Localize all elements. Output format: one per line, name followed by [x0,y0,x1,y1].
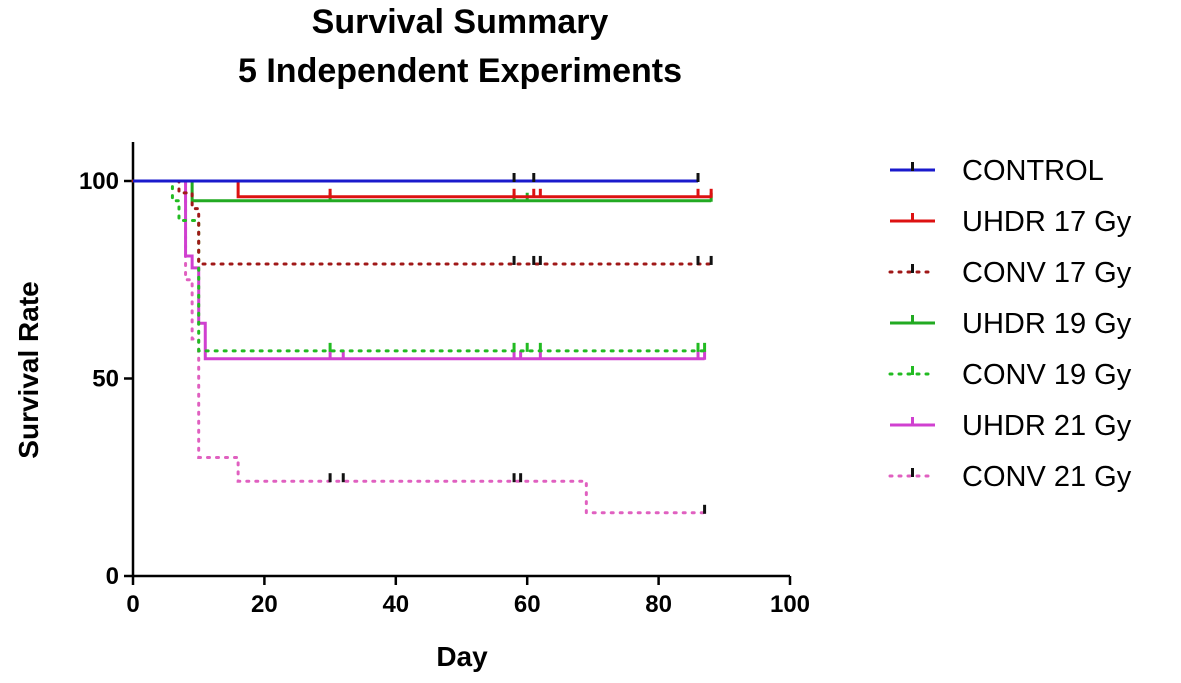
legend-entry: CONV 17 Gy [888,257,1132,289]
x-tick-label: 100 [770,591,810,618]
series-line-conv-21-gy [131,179,707,515]
x-tick-label: 80 [645,591,672,618]
series-conv-19-gy [131,179,707,353]
x-tick-label: 20 [251,591,278,618]
x-tick-label: 40 [382,591,409,618]
series-line-uhdr-17-gy [133,179,712,199]
legend-label: CONV 17 Gy [962,257,1132,289]
legend-entry: CONV 19 Gy [888,359,1132,391]
series-conv-17-gy [131,179,713,266]
series-group [131,173,713,515]
legend-label: UHDR 21 Gy [962,410,1132,442]
axes: 0 20 40 60 80 100 0 50 100 [79,142,810,618]
legend-label: CONV 19 Gy [962,359,1132,391]
legend-entry: UHDR 21 Gy [890,410,1132,442]
legend-entry: CONTROL [890,155,1104,187]
legend-label: CONV 21 Gy [962,461,1132,493]
x-tick-label: 0 [126,591,139,618]
series-conv-21-gy [131,179,707,515]
legend-label: UHDR 17 Gy [962,206,1132,238]
series-line-conv-17-gy [131,179,713,266]
legend-entry: UHDR 19 Gy [890,308,1132,340]
y-axis-label: Survival Rate [13,281,44,458]
legend-entry: CONV 21 Gy [888,461,1132,493]
series-line-conv-19-gy [131,179,707,353]
legend-label: CONTROL [962,155,1104,187]
y-tick-label: 0 [106,563,119,590]
y-tick-label: 100 [79,168,119,195]
x-tick-label: 60 [514,591,541,618]
chart-title: Survival Summary [312,3,609,41]
x-axis-label: Day [436,641,488,672]
series-uhdr-19-gy [133,179,713,203]
legend-entry: UHDR 17 Gy [890,206,1132,238]
series-uhdr-17-gy [133,179,713,199]
series-uhdr-21-gy [133,179,707,361]
series-control [133,173,700,183]
legend-label: UHDR 19 Gy [962,308,1132,340]
legend: CONTROL UHDR 17 Gy CONV 17 Gy UHDR 19 Gy CON… [888,155,1132,493]
series-line-uhdr-21-gy [133,179,705,361]
y-tick-label: 50 [92,366,119,393]
chart-subtitle: 5 Independent Experiments [238,52,682,90]
